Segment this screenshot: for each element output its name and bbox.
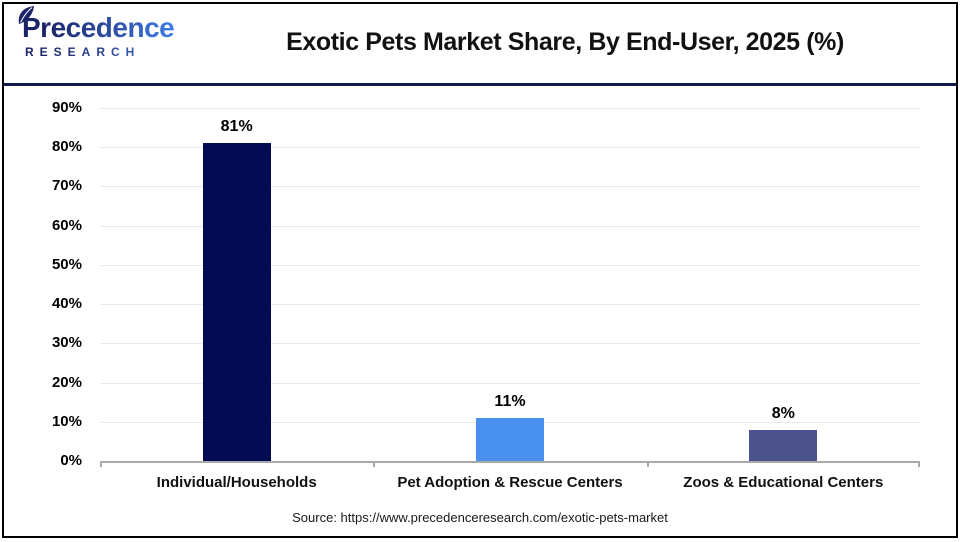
plot-area: 81% 11% 8% [100,108,920,467]
y-axis-tick-label: 0% [60,452,82,469]
header: Precedence RESEARCH Exotic Pets Market S… [4,4,956,86]
y-axis-tick-label: 30% [51,334,82,352]
gridline [100,343,920,345]
bar-value-label: 11% [494,392,526,410]
gridline [100,225,920,227]
x-axis-tick [646,463,649,467]
logo-subtitle: RESEARCH [25,45,174,59]
y-axis-tick-label: 10% [51,412,82,430]
bar [749,429,818,461]
x-axis-tick [100,463,102,467]
x-axis-line [100,461,920,463]
x-axis-tick [373,463,376,467]
bar-value-label: 8% [771,404,795,422]
gridline [100,186,920,188]
chart-region: 81% 11% 8% 0% 10% 20% 30% 40% 50% 60% 70% 80% 90% In… [4,89,956,495]
y-axis-tick-label: 90% [51,99,82,116]
y-axis-tick-label: 40% [51,295,82,313]
leaf-icon [17,5,35,30]
y-axis-tick-label: 50% [51,255,82,273]
precedence-research-logo: Precedence RESEARCH [18,6,175,59]
x-axis-tick [918,463,920,467]
y-axis-tick-label: 80% [51,138,82,156]
gridline [100,108,920,109]
gridline [100,147,920,149]
gridline [100,382,920,384]
y-axis-tick-label: 20% [51,373,82,391]
gridline [100,264,920,266]
logo-wordmark: Precedence [22,12,175,43]
x-category-label: Pet Adoption & Rescue Centers [397,474,623,491]
x-category-label: Zoos & Educational Centers [683,474,884,491]
source-attribution: Source: https://www.precedenceresearch.c… [292,510,668,525]
page-title: Exotic Pets Market Share, By End-User, 2… [286,28,844,56]
y-axis-tick-label: 60% [51,216,82,234]
y-axis-tick-label: 70% [51,177,82,195]
bar-value-label: 81% [220,118,253,136]
bar [202,143,271,461]
gridline [100,304,920,306]
bar [476,417,544,461]
x-category-label: Individual/Households [156,474,317,491]
